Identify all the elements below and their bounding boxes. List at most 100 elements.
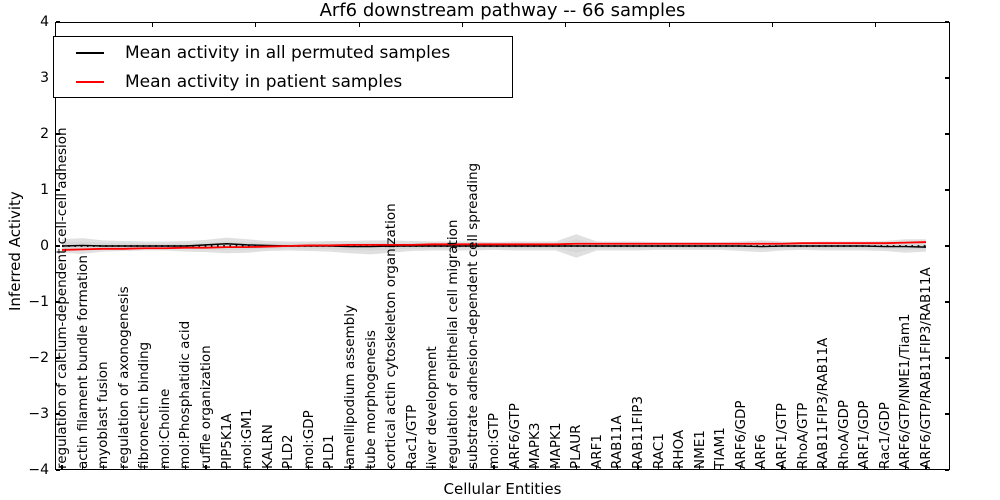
x-category-label: actin filament bundle formation bbox=[74, 255, 91, 469]
x-category-label: lamellipodium assembly bbox=[342, 305, 358, 469]
x-category-label: liver development bbox=[424, 346, 441, 469]
y-tick-label: −3 bbox=[28, 406, 49, 422]
x-category-label: PIP5K1A bbox=[218, 413, 235, 469]
y-tick-mark-right bbox=[944, 357, 949, 359]
legend-line-sample-red bbox=[76, 80, 104, 83]
y-tick-mark-left bbox=[56, 357, 61, 359]
y-tick-mark-right bbox=[944, 77, 949, 79]
x-category-label: MAPK3 bbox=[527, 422, 544, 469]
y-tick-mark-right bbox=[944, 245, 949, 247]
x-category-label: myoblast fusion bbox=[95, 361, 112, 469]
y-axis-label: Inferred Activity bbox=[6, 191, 24, 311]
y-tick-mark-left bbox=[56, 245, 61, 247]
x-category-label: mol:Phosphatidic acid bbox=[177, 320, 194, 469]
x-tick-mark bbox=[822, 464, 824, 469]
x-category-label: cortical actin cytoskeleton organization bbox=[383, 203, 400, 469]
y-tick-mark-right bbox=[944, 469, 949, 471]
x-category-label: ARF6/GTP/NME1/Tiam1 bbox=[897, 313, 914, 469]
y-tick-mark-left bbox=[56, 133, 61, 135]
x-tick-mark bbox=[61, 464, 63, 469]
y-tick-mark-right bbox=[944, 189, 949, 191]
permuted-mean-line bbox=[61, 243, 927, 248]
x-tick-mark-top bbox=[565, 23, 567, 28]
y-tick-mark-right bbox=[944, 413, 949, 415]
x-tick-mark bbox=[575, 464, 577, 469]
legend: Mean activity in all permuted samples Me… bbox=[53, 36, 513, 98]
legend-entry-permuted: Mean activity in all permuted samples bbox=[54, 38, 512, 67]
x-category-label: ARF6 bbox=[753, 434, 770, 469]
x-category-label: MAPK1 bbox=[547, 422, 564, 469]
y-tick-label: −2 bbox=[28, 350, 49, 366]
x-category-label: tube morphogenesis bbox=[362, 330, 379, 469]
x-category-label: PLD2 bbox=[280, 434, 297, 469]
legend-entry-patient: Mean activity in patient samples bbox=[54, 67, 512, 96]
x-category-label: Rac1/GDP bbox=[876, 402, 893, 469]
x-category-label: ruffle organization bbox=[198, 345, 214, 469]
x-tick-mark bbox=[287, 464, 289, 469]
y-tick-label: 1 bbox=[40, 182, 49, 198]
y-tick-mark-right bbox=[944, 133, 949, 135]
x-tick-mark bbox=[431, 464, 433, 469]
x-tick-mark bbox=[267, 464, 269, 469]
x-category-label: PLAUR bbox=[568, 424, 585, 469]
x-category-label: fibronectin binding bbox=[136, 341, 153, 469]
x-tick-mark bbox=[102, 464, 104, 469]
x-tick-mark bbox=[369, 464, 372, 469]
x-tick-mark bbox=[246, 464, 248, 469]
x-category-label: mol:GTP bbox=[486, 412, 502, 469]
x-tick-mark-top bbox=[875, 23, 877, 28]
x-tick-mark bbox=[123, 464, 125, 469]
x-tick-mark bbox=[225, 464, 228, 469]
x-tick-mark-top bbox=[668, 23, 670, 28]
x-tick-mark bbox=[616, 464, 619, 469]
y-tick-mark-left bbox=[56, 189, 61, 191]
y-tick-label: 2 bbox=[40, 126, 49, 142]
x-category-label: ARF6/GDP bbox=[732, 400, 749, 469]
x-category-label: NME1 bbox=[691, 430, 708, 469]
patient-mean-line bbox=[61, 241, 927, 251]
x-category-label: ARF6/GTP bbox=[506, 403, 523, 469]
x-axis-label: Cellular Entities bbox=[443, 480, 562, 498]
x-tick-mark bbox=[801, 464, 804, 469]
x-category-label: RAB11FIP3/RAB11A bbox=[815, 337, 832, 469]
x-category-label: ARF6/GTP/RAB11FIP3/RAB11A bbox=[918, 267, 934, 469]
x-category-label: regulation of calcium-dependent cell-cel… bbox=[54, 127, 70, 469]
legend-label: Mean activity in patient samples bbox=[125, 71, 403, 92]
x-tick-mark-top bbox=[771, 23, 773, 28]
x-category-label: RHOA bbox=[671, 429, 688, 469]
y-tick-mark-left bbox=[56, 469, 61, 471]
x-category-label: regulation of epithelial cell migration bbox=[444, 219, 461, 469]
x-tick-mark bbox=[184, 464, 187, 469]
x-tick-mark bbox=[349, 464, 351, 469]
x-tick-mark bbox=[81, 464, 84, 469]
x-tick-mark-top bbox=[461, 23, 464, 28]
x-tick-mark bbox=[699, 464, 701, 469]
x-tick-mark bbox=[760, 464, 763, 469]
x-category-label: PLD1 bbox=[321, 434, 338, 469]
x-category-label: mol:GDP bbox=[300, 410, 317, 469]
x-category-label: ARF1/GDP bbox=[856, 400, 873, 469]
x-tick-mark bbox=[452, 464, 454, 469]
x-tick-mark bbox=[555, 464, 557, 469]
x-tick-mark bbox=[411, 464, 413, 469]
x-tick-mark bbox=[308, 464, 310, 469]
x-tick-mark bbox=[678, 464, 680, 469]
x-category-label: regulation of axonogenesis bbox=[115, 286, 132, 469]
y-tick-label: 4 bbox=[40, 14, 49, 30]
chart-canvas bbox=[61, 234, 927, 258]
x-category-label: RhoA/GTP bbox=[794, 402, 811, 469]
x-tick-mark-top bbox=[255, 23, 257, 28]
y-tick-mark-right bbox=[944, 21, 949, 23]
x-tick-mark bbox=[164, 464, 166, 469]
x-tick-mark bbox=[143, 464, 145, 469]
x-tick-mark bbox=[390, 464, 392, 469]
x-category-label: mol:Choline bbox=[156, 388, 173, 469]
y-tick-mark-left bbox=[56, 301, 61, 303]
x-tick-mark bbox=[843, 464, 845, 469]
y-tick-mark-left bbox=[56, 21, 61, 23]
x-tick-mark bbox=[596, 464, 598, 469]
x-category-label: RAB11A bbox=[609, 415, 626, 469]
x-tick-mark-top bbox=[358, 23, 360, 28]
x-tick-mark bbox=[719, 464, 721, 469]
